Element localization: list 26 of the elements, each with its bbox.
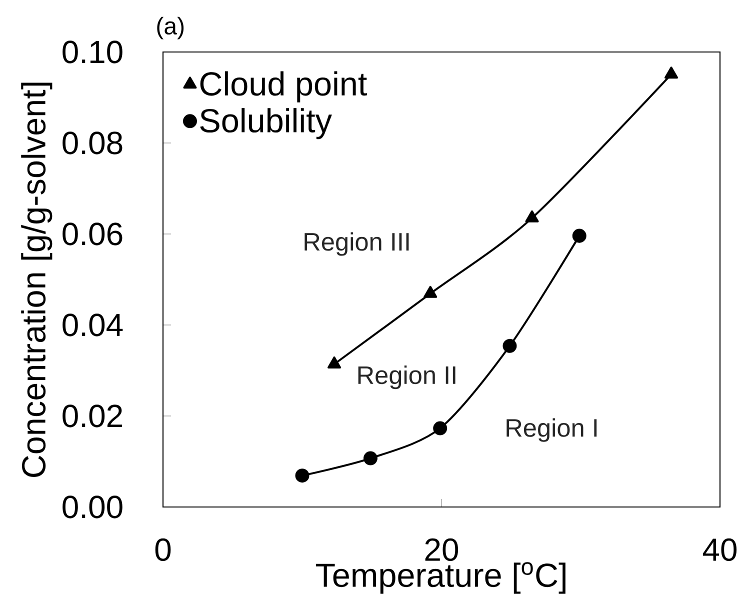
point (525, 210, 539, 222)
point (295, 468, 310, 483)
y-tick-label: 0.10 (62, 40, 122, 64)
y-tick-label: 0.08 (62, 132, 122, 154)
x-tick-label: 40 (702, 538, 737, 562)
x-tick-label: 20 (425, 538, 458, 562)
point (363, 451, 378, 466)
y-tick-label: 0.04 (62, 314, 123, 336)
point (433, 421, 448, 436)
x-tick-label: 0 (155, 538, 171, 562)
annotation: Region II (358, 366, 456, 390)
x-axis-title: Temperature [$^{o}$C] (316, 562, 566, 594)
point (328, 356, 342, 368)
point (664, 66, 678, 79)
point (424, 286, 438, 298)
point (502, 338, 517, 353)
y-tick-label: 0.06 (62, 222, 122, 246)
chart-title: (a) (157, 16, 184, 40)
legend-label: Solubility (200, 108, 332, 140)
y-tick-label: 0.02 (62, 404, 122, 428)
y-tick-label: 0.00 (62, 496, 122, 518)
y-axis-title: Concentration [g/g-solvent] (21, 82, 52, 477)
annotation: Region III (304, 232, 409, 256)
legend-label: Cloud point (200, 71, 367, 102)
annotation: Region I (506, 418, 597, 442)
point (572, 228, 586, 243)
